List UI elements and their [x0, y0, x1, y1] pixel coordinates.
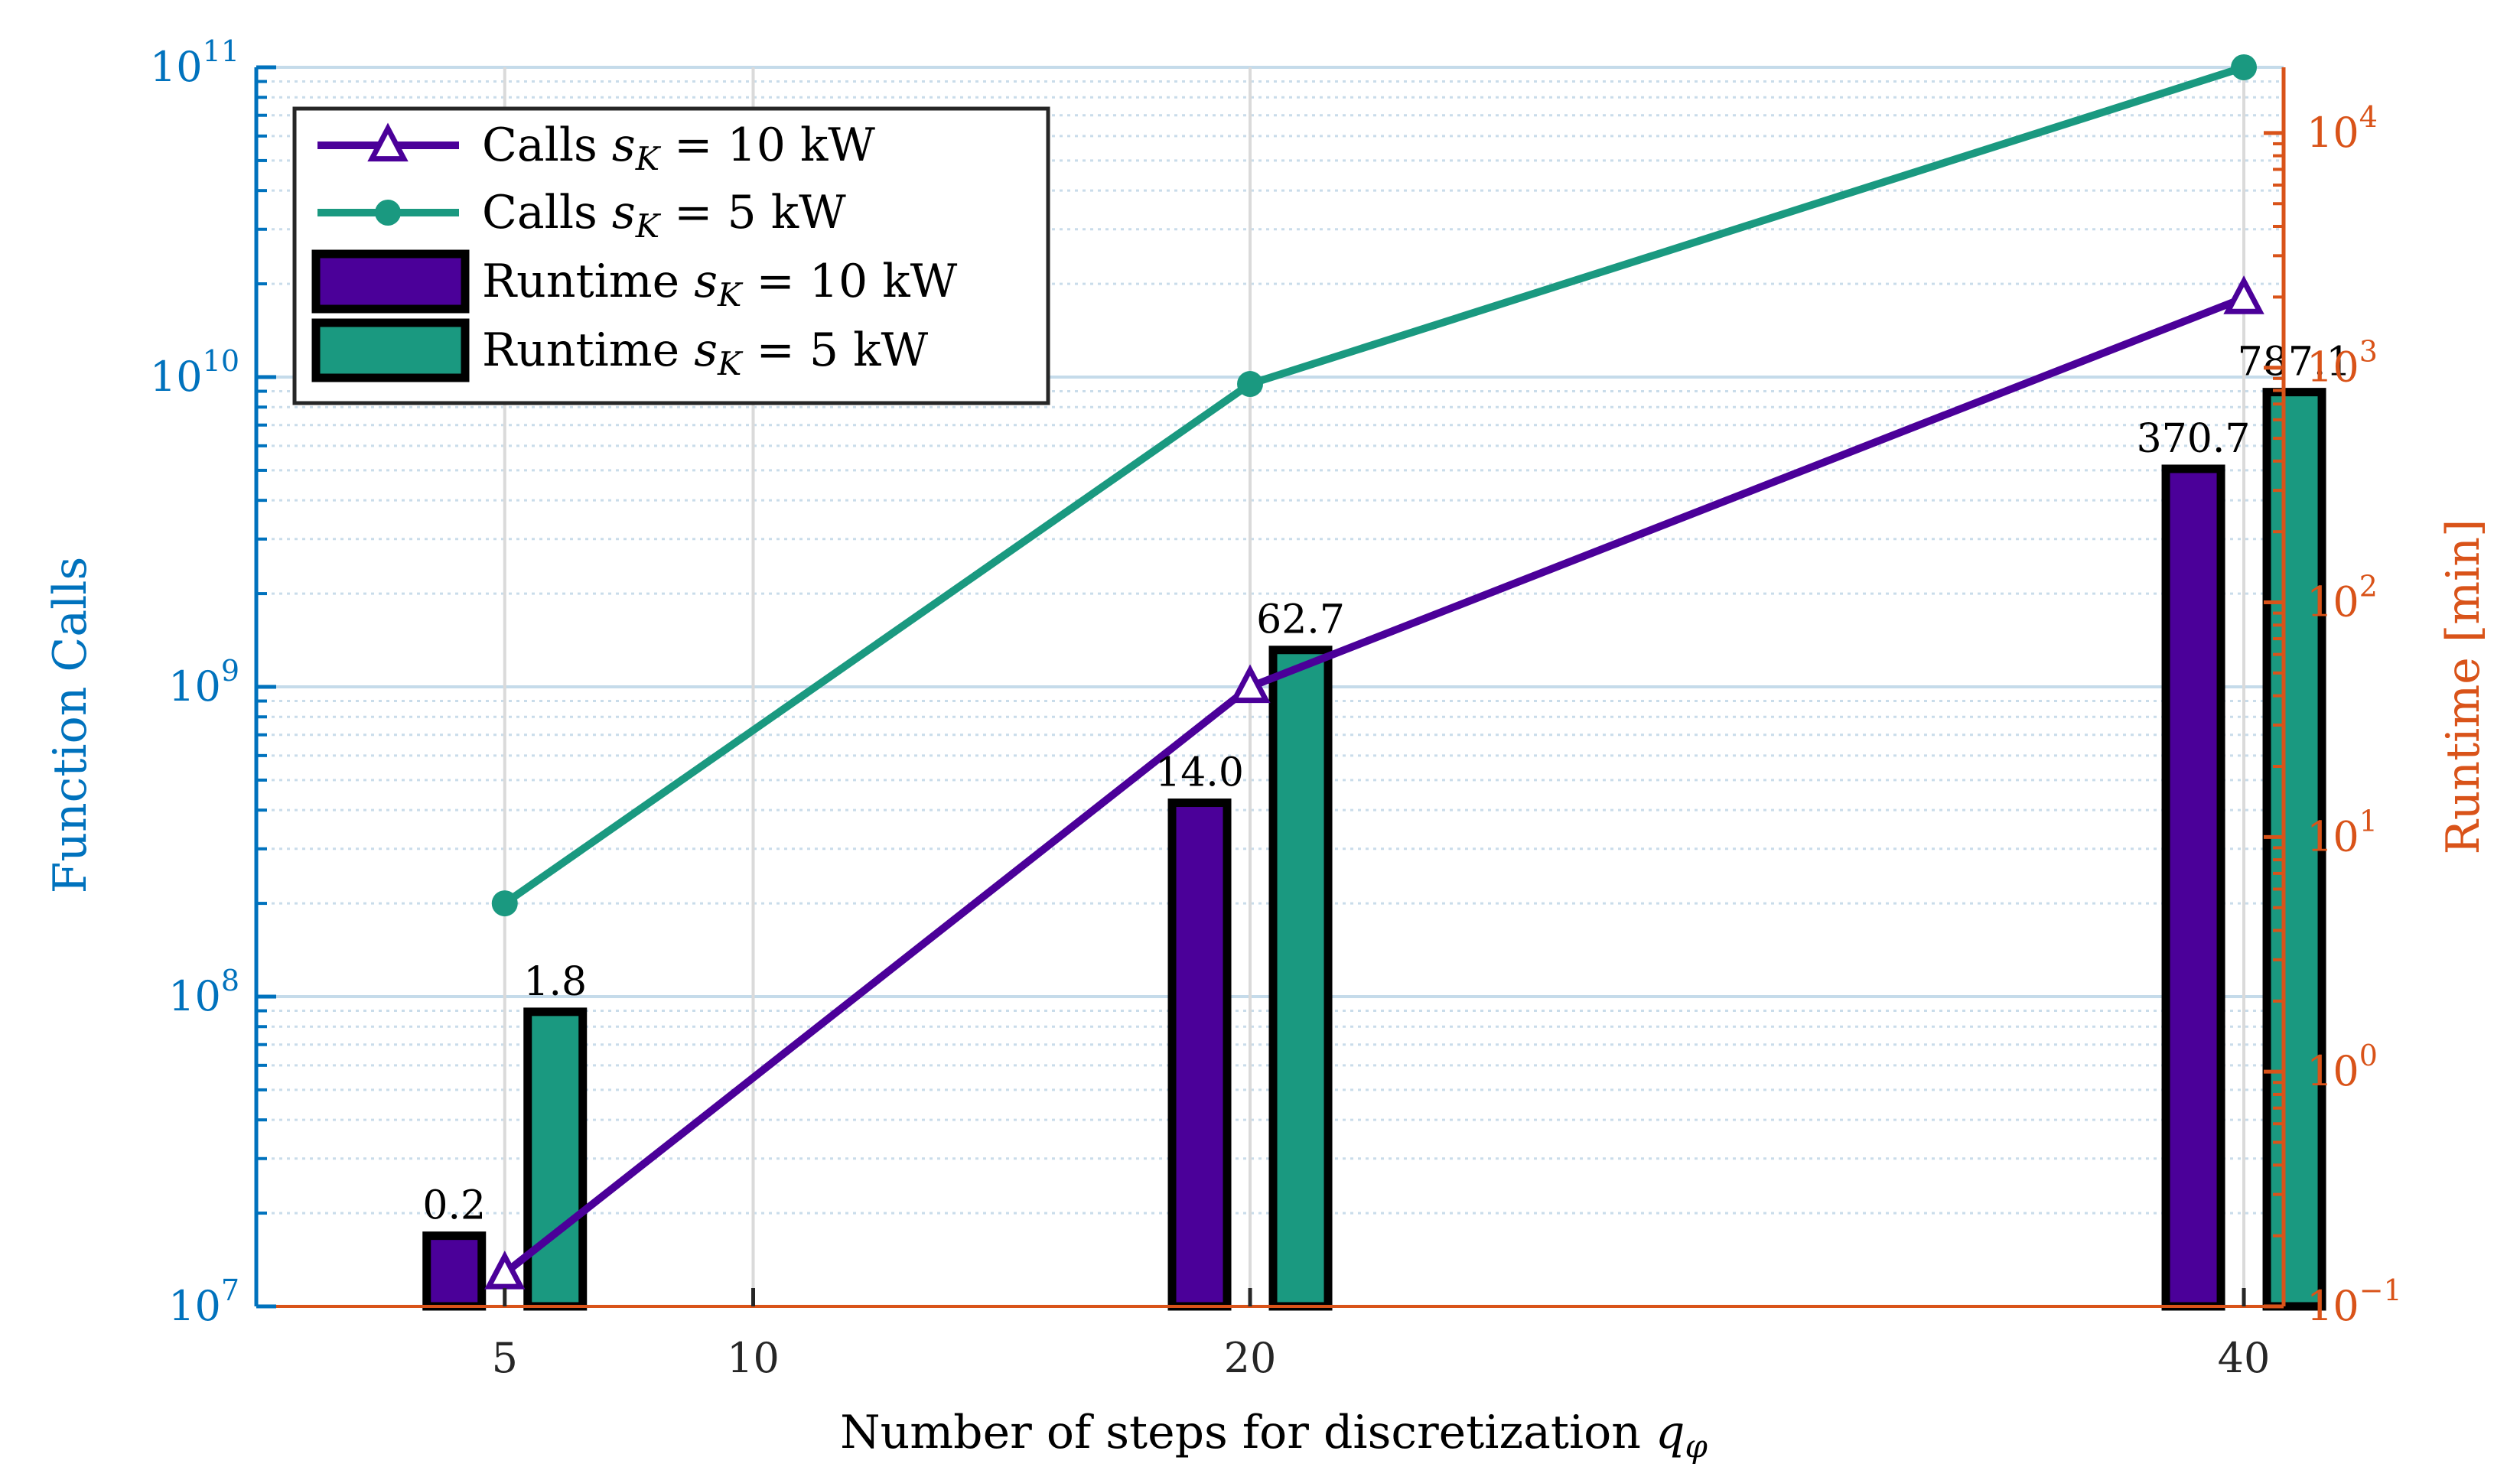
dot-marker: [2231, 54, 2258, 80]
y-axis-left-label: Function Calls: [44, 557, 97, 894]
bar: [2161, 464, 2225, 1311]
left-tick-label: 1010: [150, 344, 239, 401]
bar: [1268, 646, 1333, 1311]
bar-data-labels: 0.2 14.0 370.7 1.8 62.7 787.1: [422, 340, 2351, 1229]
left-tick-label: 1011: [150, 34, 239, 91]
triangle-marker: [2223, 275, 2264, 314]
legend-label: Calls sK = 5 kW: [482, 186, 846, 245]
x-tick-label: 40: [2218, 1334, 2271, 1382]
bar-value-label: 14.0: [1155, 750, 1244, 796]
bar-value-label: 787.1: [2238, 340, 2352, 385]
dot-marker: [1237, 371, 1264, 398]
right-tick-label: 104: [2307, 100, 2378, 157]
legend-label: Calls sK = 10 kW: [482, 119, 875, 177]
right-tick-label: 10−1: [2307, 1273, 2402, 1330]
axes: 107 108 109 1010 1011 10−1 100 101 102 103 104 5 10 2…: [150, 34, 2402, 1382]
x-axis-label-sub: φ: [1685, 1427, 1708, 1465]
x-tick-label: 10: [727, 1334, 780, 1382]
triangle-marker: [484, 1251, 526, 1290]
bar: [422, 1231, 487, 1311]
bar: [1167, 799, 1232, 1311]
left-tick-label: 108: [168, 964, 239, 1020]
bar-value-label: 0.2: [422, 1183, 486, 1229]
x-tick-label: 20: [1224, 1334, 1277, 1382]
legend: Calls sK = 10 kW Calls sK = 5 kW Runtime s…: [292, 106, 1050, 405]
left-tick-label: 109: [168, 654, 239, 711]
right-tick-label: 100: [2307, 1039, 2378, 1095]
legend-label: Runtime sK = 5 kW: [482, 324, 928, 382]
bar-value-label: 62.7: [1256, 597, 1345, 643]
bar-value-label: 1.8: [523, 959, 587, 1005]
triangle-marker: [1229, 664, 1271, 704]
legend-bar-swatch: [311, 249, 470, 314]
bar: [523, 1007, 588, 1311]
dot-marker: [491, 890, 518, 917]
right-tick-label: 103: [2307, 335, 2378, 392]
legend-label: Runtime sK = 10 kW: [482, 255, 958, 314]
bar-value-label: 370.7: [2137, 416, 2251, 462]
legend-triangle-marker: [367, 122, 409, 162]
legend-dot-marker: [375, 200, 401, 226]
legend-bar-swatch: [311, 318, 470, 382]
x-axis-label-var: q: [1656, 1406, 1685, 1459]
y-axis-right-label: Runtime [min]: [2437, 519, 2490, 855]
left-tick-label: 107: [168, 1273, 239, 1330]
right-tick-label: 102: [2307, 570, 2378, 626]
line-series: [484, 54, 2264, 1290]
x-axis-label: Number of steps for discretization qφ: [840, 1406, 1708, 1465]
right-tick-label: 101: [2307, 804, 2378, 860]
x-axis-label-text: Number of steps for discretization: [840, 1406, 1656, 1459]
x-tick-label: 5: [492, 1334, 518, 1382]
